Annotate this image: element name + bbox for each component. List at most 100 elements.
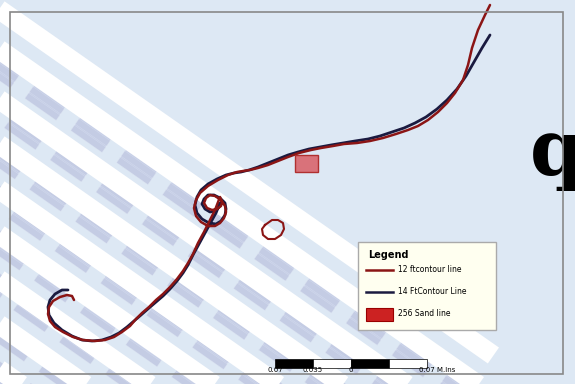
Polygon shape (142, 206, 186, 246)
Polygon shape (18, 298, 53, 326)
Bar (295, 155, 318, 172)
Polygon shape (96, 174, 140, 214)
Polygon shape (233, 270, 278, 310)
Polygon shape (80, 308, 115, 334)
Polygon shape (300, 286, 335, 313)
Polygon shape (39, 354, 82, 384)
Polygon shape (192, 245, 227, 272)
Polygon shape (238, 277, 273, 304)
Polygon shape (147, 213, 181, 240)
Polygon shape (201, 329, 236, 356)
Polygon shape (25, 80, 69, 120)
Polygon shape (117, 157, 151, 184)
Polygon shape (176, 268, 211, 295)
Polygon shape (0, 152, 18, 179)
Polygon shape (59, 142, 94, 169)
Polygon shape (392, 350, 427, 377)
Polygon shape (105, 369, 140, 384)
Polygon shape (172, 372, 206, 384)
Polygon shape (64, 331, 99, 358)
Polygon shape (71, 125, 106, 152)
Polygon shape (181, 359, 216, 384)
Polygon shape (85, 204, 119, 230)
Polygon shape (34, 275, 69, 302)
Polygon shape (0, 78, 2, 105)
Polygon shape (197, 336, 232, 363)
Polygon shape (351, 312, 385, 339)
Polygon shape (438, 382, 473, 384)
Polygon shape (0, 328, 32, 355)
Polygon shape (279, 303, 323, 343)
Polygon shape (222, 300, 257, 327)
Polygon shape (325, 348, 360, 374)
Polygon shape (259, 332, 302, 372)
Polygon shape (142, 219, 177, 246)
Polygon shape (121, 236, 165, 275)
Polygon shape (289, 303, 323, 329)
Polygon shape (167, 281, 202, 308)
Text: 0: 0 (349, 367, 353, 373)
Polygon shape (80, 113, 114, 139)
Polygon shape (371, 380, 406, 384)
Polygon shape (0, 351, 16, 378)
Polygon shape (43, 360, 78, 384)
Polygon shape (34, 263, 78, 302)
Polygon shape (13, 305, 48, 332)
Polygon shape (397, 344, 431, 371)
Polygon shape (105, 271, 140, 299)
Text: 0.035: 0.035 (303, 367, 323, 373)
Polygon shape (64, 233, 98, 260)
Polygon shape (80, 295, 124, 334)
Polygon shape (105, 356, 149, 384)
Polygon shape (263, 241, 298, 268)
Polygon shape (217, 306, 252, 333)
Polygon shape (193, 342, 227, 369)
Polygon shape (147, 310, 181, 337)
Polygon shape (39, 172, 74, 199)
Polygon shape (263, 338, 298, 366)
Polygon shape (325, 335, 369, 374)
Polygon shape (177, 365, 211, 384)
Polygon shape (376, 373, 411, 384)
Text: q: q (530, 117, 575, 191)
Bar (313, 359, 351, 368)
Polygon shape (330, 341, 365, 368)
Polygon shape (163, 177, 206, 217)
Polygon shape (110, 265, 144, 292)
Polygon shape (247, 362, 282, 384)
Polygon shape (75, 204, 119, 243)
Polygon shape (131, 333, 165, 360)
Polygon shape (0, 230, 32, 257)
Polygon shape (55, 233, 98, 273)
Polygon shape (197, 238, 232, 265)
Polygon shape (171, 177, 206, 204)
Polygon shape (213, 215, 248, 242)
Text: 14 FtContour Line: 14 FtContour Line (398, 288, 466, 296)
Polygon shape (59, 337, 94, 364)
Text: 0.07 M.Ins: 0.07 M.Ins (419, 367, 455, 373)
Polygon shape (135, 327, 170, 354)
Polygon shape (0, 175, 2, 202)
Polygon shape (71, 113, 114, 152)
Polygon shape (167, 183, 202, 210)
Polygon shape (39, 269, 74, 296)
Polygon shape (29, 184, 64, 211)
Polygon shape (0, 273, 2, 300)
Polygon shape (39, 366, 74, 384)
Polygon shape (346, 305, 390, 345)
Polygon shape (238, 374, 273, 384)
Polygon shape (0, 169, 7, 209)
Polygon shape (0, 266, 7, 293)
Polygon shape (233, 283, 269, 310)
Polygon shape (305, 377, 340, 384)
Bar (389, 359, 427, 368)
Polygon shape (126, 145, 160, 172)
Polygon shape (75, 217, 110, 243)
Polygon shape (0, 55, 18, 82)
Polygon shape (447, 369, 482, 384)
Text: 0.07: 0.07 (267, 367, 283, 373)
Polygon shape (22, 292, 58, 319)
Polygon shape (59, 324, 103, 364)
Polygon shape (0, 61, 14, 88)
Polygon shape (355, 305, 390, 332)
